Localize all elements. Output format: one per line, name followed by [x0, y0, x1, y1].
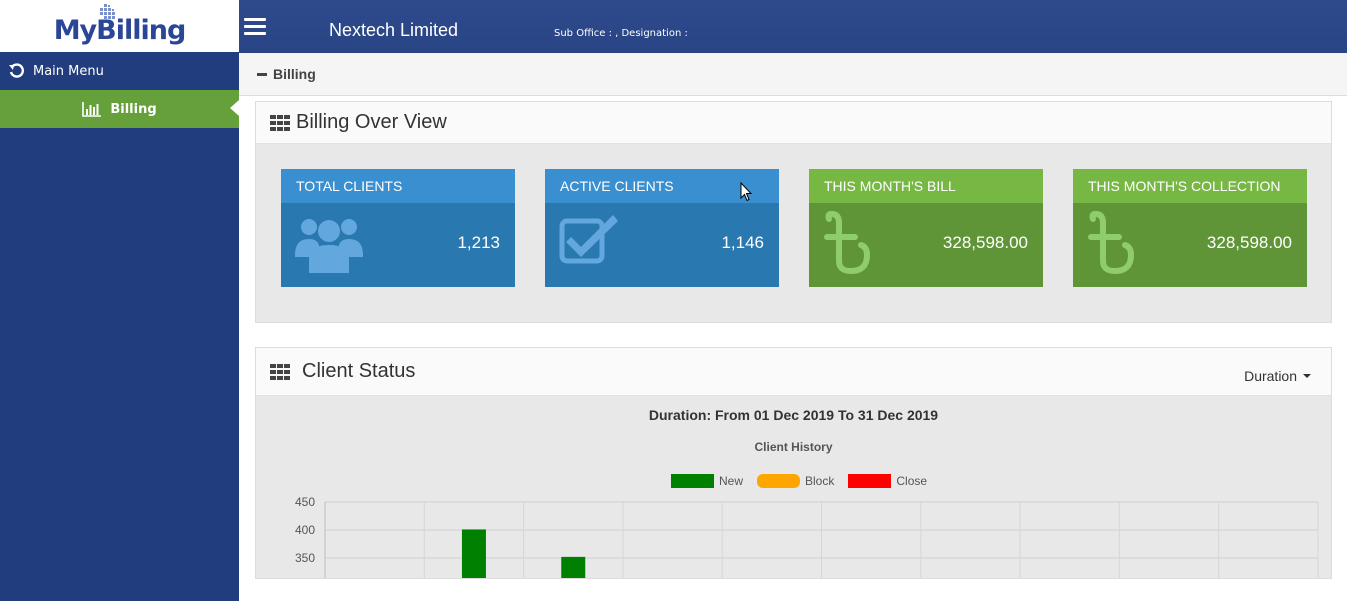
legend-swatch — [757, 474, 801, 488]
grid-icon — [270, 114, 290, 131]
card-value: 328,598.00 — [942, 233, 1028, 252]
caret-down-icon — [1303, 374, 1311, 378]
breadcrumb-label: Billing — [273, 66, 316, 82]
legend-label: New — [719, 474, 744, 488]
client-status-panel: Client Status Duration Duration: From 01… — [255, 347, 1332, 579]
sidebar-item-billing[interactable]: Billing — [0, 90, 239, 128]
check-square-icon — [559, 215, 618, 264]
company-name: Nextech Limited — [329, 20, 459, 40]
panel-header: Client Status — [256, 348, 1331, 396]
legend-item-close[interactable]: Close — [848, 474, 927, 488]
sidebar-item-label: Billing — [110, 101, 157, 117]
stat-cards: TOTAL CLIENTS 1,213 ACTIVE — [256, 144, 1331, 322]
active-caret-icon — [230, 100, 239, 116]
card-value: 1,146 — [721, 233, 764, 252]
logo-dots-icon — [100, 4, 115, 19]
mouse-cursor-icon — [740, 182, 752, 202]
bar-new[interactable] — [461, 529, 486, 579]
sidebar-item-label: Main Menu — [33, 63, 104, 79]
card-label: THIS MONTH'S COLLECTION — [1073, 169, 1307, 203]
hamburger-icon[interactable] — [244, 18, 266, 36]
chart-plot-area: 450 400 350 — [295, 495, 1319, 579]
y-tick-label: 400 — [295, 523, 315, 537]
grid-icon — [270, 363, 290, 380]
legend-label: Block — [805, 474, 835, 488]
card-label: THIS MONTH'S BILL — [809, 169, 1043, 203]
bar-new[interactable] — [561, 556, 586, 579]
legend-swatch — [671, 474, 714, 488]
panel-header: Billing Over View — [256, 102, 1331, 144]
duration-label: Duration — [1244, 368, 1297, 384]
legend-item-new[interactable]: New — [671, 474, 743, 488]
card-value: 328,598.00 — [1206, 233, 1292, 252]
monthly-collection-card[interactable]: THIS MONTH'S COLLECTION 328,598.00 — [1073, 169, 1307, 287]
card-label: TOTAL CLIENTS — [281, 169, 515, 203]
minus-icon[interactable] — [257, 72, 267, 76]
y-tick-label: 450 — [295, 495, 315, 509]
legend-swatch — [848, 474, 892, 488]
users-icon — [295, 219, 363, 273]
panel-title: Client Status — [302, 360, 416, 382]
duration-range-text: Duration: From 01 Dec 2019 To 31 Dec 201… — [648, 407, 939, 423]
monthly-bill-card[interactable]: THIS MONTH'S BILL 328,598.00 — [809, 169, 1043, 287]
taka-icon — [1088, 211, 1135, 275]
sidebar-item-main-menu[interactable]: Main Menu — [0, 52, 239, 90]
undo-icon — [9, 63, 24, 78]
y-tick-label: 350 — [295, 551, 315, 565]
card-value: 1,213 — [457, 233, 500, 252]
client-history-chart: Duration: From 01 Dec 2019 To 31 Dec 201… — [256, 396, 1331, 579]
sidebar: MyBilling Main Menu Billing — [0, 0, 239, 601]
legend-label: Close — [896, 474, 928, 488]
total-clients-card[interactable]: TOTAL CLIENTS 1,213 — [281, 169, 515, 287]
top-bar: Nextech Limited Sub Office : , Designati… — [239, 0, 1347, 53]
breadcrumb: Billing — [239, 53, 1347, 96]
duration-dropdown[interactable]: Duration — [1244, 368, 1311, 384]
taka-icon — [824, 211, 871, 275]
billing-overview-panel: Billing Over View TOTAL CLIENTS — [255, 101, 1332, 323]
card-label: ACTIVE CLIENTS — [545, 169, 779, 203]
active-clients-card[interactable]: ACTIVE CLIENTS 1,146 — [545, 169, 779, 287]
panel-title: Billing Over View — [296, 111, 447, 133]
sub-office-info: Sub Office : , Designation : — [554, 28, 688, 39]
logo[interactable]: MyBilling — [0, 0, 239, 52]
legend-item-block[interactable]: Block — [757, 474, 834, 488]
logo-text: MyBilling — [53, 14, 187, 46]
bar-chart-icon — [82, 102, 102, 117]
chart-title: Client History — [754, 440, 833, 454]
chart-legend: New Block Close — [671, 474, 941, 488]
